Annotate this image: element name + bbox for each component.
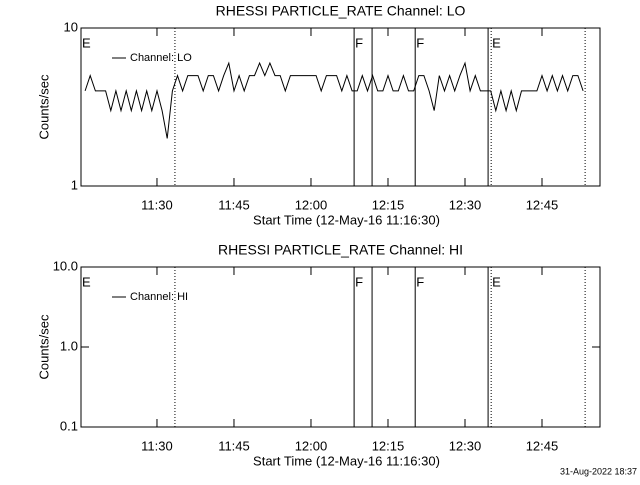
event-flag: F — [355, 35, 363, 50]
x-tick-label: 11:45 — [218, 438, 250, 453]
x-tick-label: 12:45 — [526, 197, 559, 212]
chart-title: RHESSI PARTICLE_RATE Channel: HI — [218, 242, 463, 258]
x-tick-label: 11:30 — [141, 197, 173, 212]
legend-label: Channel: LO — [130, 52, 192, 64]
event-flag: E — [82, 35, 91, 50]
x-tick-label: 12:15 — [372, 438, 405, 453]
y-tick-label: 1 — [71, 177, 78, 192]
plot-frame — [80, 27, 601, 187]
x-tick-label: 12:00 — [295, 197, 328, 212]
event-flag: F — [355, 274, 363, 289]
x-axis-label: Start Time (12-May-16 11:16:30) — [253, 212, 440, 227]
event-flag: E — [82, 274, 91, 289]
x-tick-label: 12:30 — [449, 197, 482, 212]
event-flag: E — [492, 35, 501, 50]
legend-label: Channel: HI — [130, 291, 188, 303]
y-axis-label: Counts/sec — [36, 74, 51, 140]
event-flag: F — [416, 35, 424, 50]
timestamp: 31-Aug-2022 18:37 — [560, 466, 637, 476]
y-tick-label: 10.0 — [53, 258, 78, 273]
event-flag: F — [416, 274, 424, 289]
y-axis-label: Counts/sec — [36, 314, 51, 380]
y-tick-label: 1.0 — [60, 338, 78, 353]
x-tick-label: 12:00 — [295, 438, 328, 453]
data-line — [84, 61, 584, 139]
x-tick-label: 11:45 — [218, 197, 250, 212]
x-tick-label: 12:15 — [372, 197, 405, 212]
y-tick-label: 10 — [64, 19, 78, 34]
event-flag: E — [492, 274, 501, 289]
x-tick-label: 12:45 — [526, 438, 559, 453]
chart-title: RHESSI PARTICLE_RATE Channel: LO — [216, 3, 466, 19]
x-tick-label: 12:30 — [449, 438, 482, 453]
x-axis-label: Start Time (12-May-16 11:16:30) — [253, 453, 440, 468]
y-tick-label: 0.1 — [60, 418, 78, 433]
x-tick-label: 11:30 — [141, 438, 173, 453]
